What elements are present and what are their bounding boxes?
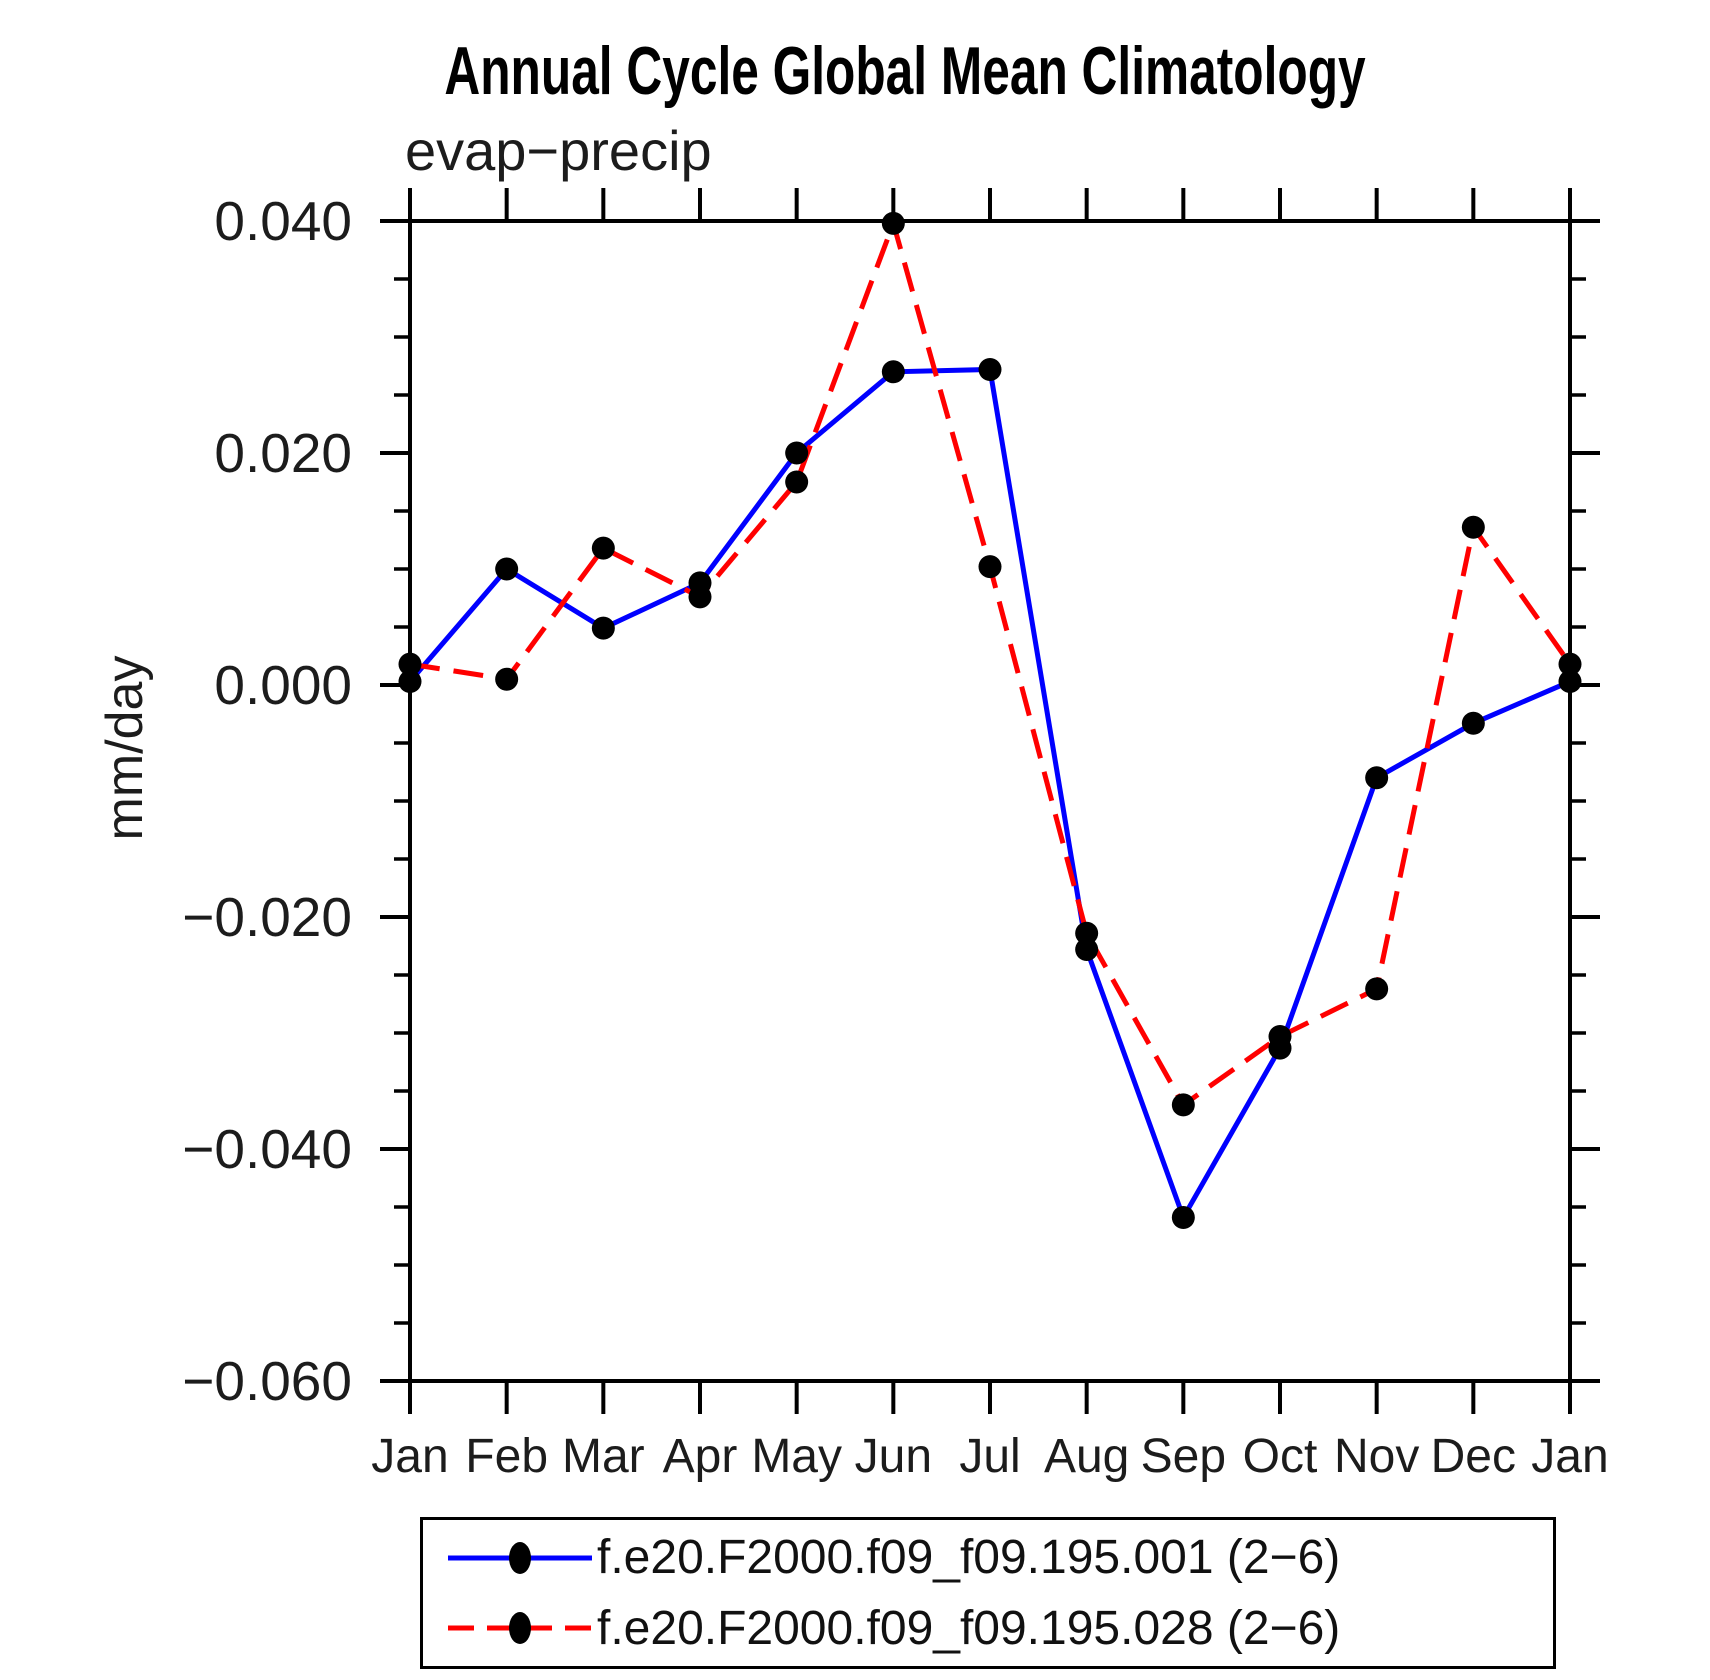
data-point-marker — [1171, 1205, 1195, 1229]
data-point-marker — [1171, 1093, 1195, 1117]
x-tick-label: Sep — [1141, 1430, 1226, 1483]
x-tick-label: Apr — [663, 1430, 738, 1483]
data-point-marker — [591, 536, 615, 560]
legend-marker-icon — [509, 1612, 531, 1645]
data-point-marker — [978, 357, 1002, 381]
y-tick-label: 0.000 — [214, 654, 352, 716]
data-point-marker — [1075, 921, 1099, 945]
data-point-marker — [495, 667, 519, 691]
x-tick-label: Oct — [1243, 1430, 1318, 1483]
data-point-marker — [1365, 977, 1389, 1001]
data-point-marker — [688, 585, 712, 609]
x-axis-tick-labels: Jan Feb Mar Apr May Jun Jul Aug Sep Oct Nov Dec Jan — [371, 1430, 1608, 1483]
data-point-marker — [1461, 515, 1485, 539]
data-point-marker — [1268, 1024, 1292, 1048]
x-tick-label: Mar — [562, 1430, 645, 1483]
data-point-marker — [785, 441, 809, 465]
chart-title: Annual Cycle Global Mean Climatology — [444, 33, 1366, 109]
data-point-marker — [398, 670, 422, 694]
plot-frame — [408, 219, 1572, 1383]
x-tick-label: Jan — [371, 1430, 448, 1483]
x-tick-label: Jun — [855, 1430, 932, 1483]
legend: f.e20.F2000.f09_f09.195.001 (2−6) f.e20.… — [420, 1517, 1556, 1669]
y-axis-tick-labels: 0.040 0.020 0.000 −0.020 −0.040 −0.060 — [182, 190, 352, 1412]
data-point-marker — [1365, 766, 1389, 790]
data-point-marker — [978, 555, 1002, 579]
data-point-marker — [1461, 711, 1485, 735]
data-point-marker — [1558, 670, 1582, 694]
data-point-marker — [1558, 652, 1582, 676]
y-tick-label: −0.020 — [182, 886, 352, 948]
data-point-marker — [591, 616, 615, 640]
data-point-marker — [1075, 937, 1099, 961]
x-tick-label: Jan — [1531, 1430, 1608, 1483]
legend-row-series-2: f.e20.F2000.f09_f09.195.028 (2−6) — [423, 1595, 1553, 1661]
data-point-marker — [495, 557, 519, 581]
x-tick-label: Nov — [1334, 1430, 1419, 1483]
legend-dashed-line-sample — [448, 1612, 592, 1645]
x-tick-label: Dec — [1431, 1430, 1516, 1483]
series-line-2 — [409, 215, 1573, 1109]
x-tick-label: Feb — [465, 1430, 548, 1483]
legend-marker-icon — [509, 1541, 531, 1574]
variable-name-label: evap−precip — [405, 119, 712, 182]
x-tick-label: Jul — [959, 1430, 1020, 1483]
legend-solid-line-sample — [448, 1541, 592, 1574]
data-point-marker — [398, 652, 422, 676]
series-line-1 — [408, 366, 1571, 1224]
y-axis-ticks — [380, 219, 1600, 1383]
data-point-marker — [785, 470, 809, 494]
legend-label-series-1: f.e20.F2000.f09_f09.195.001 (2−6) — [597, 1531, 1341, 1585]
y-tick-label: −0.060 — [182, 1350, 352, 1412]
x-tick-label: Aug — [1044, 1430, 1129, 1483]
legend-row-series-1: f.e20.F2000.f09_f09.195.001 (2−6) — [423, 1525, 1553, 1591]
x-axis-ticks — [408, 188, 1572, 1414]
y-tick-label: 0.020 — [214, 422, 352, 484]
x-tick-label: May — [751, 1430, 842, 1483]
data-point-markers — [398, 211, 1582, 1229]
legend-label-series-2: f.e20.F2000.f09_f09.195.028 (2−6) — [597, 1601, 1341, 1655]
data-point-marker — [881, 360, 905, 384]
data-point-marker — [881, 211, 905, 235]
y-tick-label: 0.040 — [214, 190, 352, 252]
y-tick-label: −0.040 — [182, 1118, 352, 1180]
